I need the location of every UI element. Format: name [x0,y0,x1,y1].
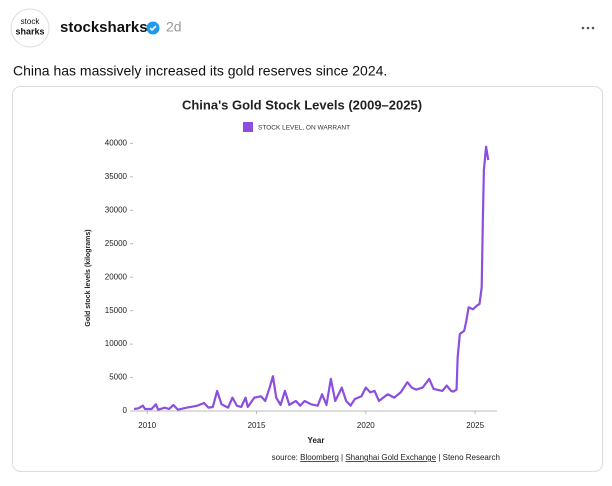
y-tick-label: 25000 [105,239,128,248]
chart-card[interactable] [12,86,603,472]
post-text: China has massively increased its gold r… [13,63,387,79]
avatar[interactable] [10,8,50,48]
x-tick-label: 2015 [248,421,266,430]
x-tick-label: 2010 [138,421,156,430]
source-part[interactable]: Bloomberg [300,453,339,462]
post-time: 2d [166,19,182,35]
y-tick-label: 15000 [105,306,128,315]
x-tick-label: 2020 [357,421,375,430]
y-tick-label: 30000 [105,205,128,214]
legend-swatch [243,122,253,132]
source-note: source: Bloomberg | Shanghai Gold Exchan… [272,453,500,462]
x-tick-label: 2025 [466,421,484,430]
y-tick-label: 20000 [105,272,128,281]
legend-label: STOCK LEVEL, ON WARRANT [258,125,350,132]
source-part: Steno Research [443,453,500,462]
avatar-text: stock [21,17,41,26]
y-tick-label: 5000 [109,373,127,382]
source-part: source: [272,453,298,462]
source-part: | [438,453,440,462]
y-tick-label: 40000 [105,138,128,147]
y-tick-label: 0 [123,406,128,415]
source-part[interactable]: Shanghai Gold Exchange [345,453,436,462]
source-part: | [341,453,343,462]
verified-badge [146,21,160,35]
data-line [133,145,490,411]
chart-title: China's Gold Stock Levels (2009–2025) [182,97,422,112]
more-button[interactable] [581,26,595,30]
y-tick-label: 10000 [105,339,128,348]
y-axis-label: Gold stock levels (kilograms) [85,229,92,326]
avatar-text: sharks [15,26,44,36]
username[interactable]: stocksharks [60,19,148,36]
x-axis-label: Year [308,436,325,445]
y-tick-label: 35000 [105,172,128,181]
